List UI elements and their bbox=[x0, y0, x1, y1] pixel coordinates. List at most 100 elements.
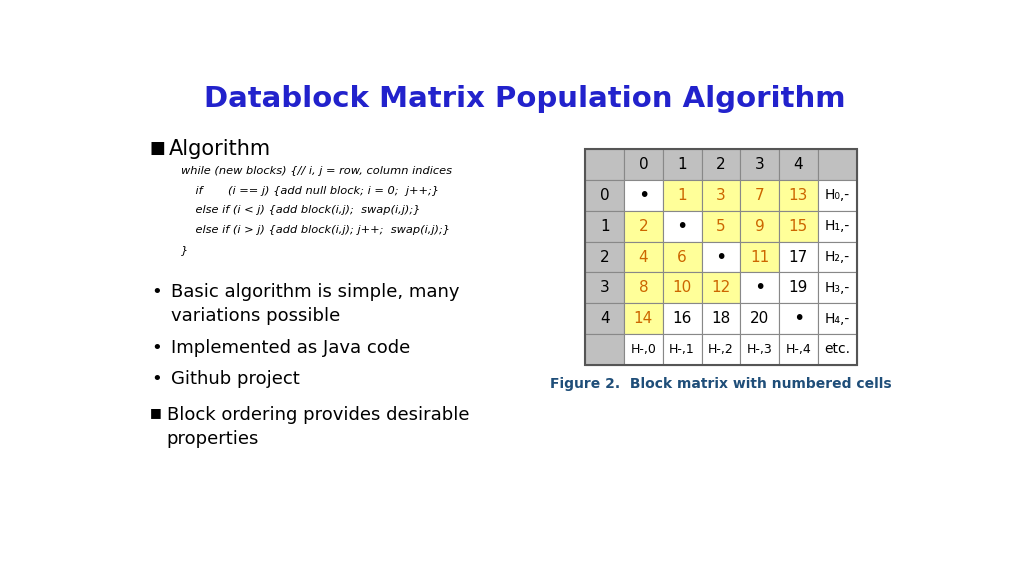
Text: •: • bbox=[754, 278, 765, 297]
Text: 3: 3 bbox=[716, 188, 726, 203]
Bar bbox=[586, 149, 856, 365]
Bar bbox=[701, 211, 740, 241]
Text: 0: 0 bbox=[639, 157, 648, 172]
Bar bbox=[701, 180, 740, 211]
Bar bbox=[701, 334, 740, 365]
Text: H-,3: H-,3 bbox=[746, 343, 772, 356]
Text: 9: 9 bbox=[755, 219, 765, 234]
Text: else if (i < j) {add block(i,j);  swap(i,j);}: else if (i < j) {add block(i,j); swap(i,… bbox=[180, 206, 420, 215]
Text: 12: 12 bbox=[712, 281, 730, 295]
Text: 18: 18 bbox=[712, 311, 730, 326]
Text: ■: ■ bbox=[150, 407, 162, 419]
Bar bbox=[586, 180, 624, 211]
Text: H₃,-: H₃,- bbox=[824, 281, 850, 295]
Bar bbox=[818, 241, 856, 272]
Text: Github project: Github project bbox=[171, 370, 300, 388]
Bar bbox=[586, 272, 624, 303]
Text: 1: 1 bbox=[600, 219, 609, 234]
Bar bbox=[701, 241, 740, 272]
Bar bbox=[624, 334, 663, 365]
Bar bbox=[663, 334, 701, 365]
Text: 2: 2 bbox=[600, 249, 609, 264]
Text: while (new blocks) {// i, j = row, column indices: while (new blocks) {// i, j = row, colum… bbox=[180, 166, 452, 176]
Bar bbox=[663, 211, 701, 241]
Bar bbox=[624, 303, 663, 334]
Text: 14: 14 bbox=[634, 311, 653, 326]
Text: •: • bbox=[677, 217, 688, 236]
Bar bbox=[818, 180, 856, 211]
Text: 20: 20 bbox=[750, 311, 769, 326]
Text: 3: 3 bbox=[755, 157, 765, 172]
Text: H₂,-: H₂,- bbox=[824, 250, 850, 264]
Bar bbox=[818, 334, 856, 365]
Text: 1: 1 bbox=[677, 188, 687, 203]
Text: •: • bbox=[152, 370, 162, 388]
Text: 16: 16 bbox=[673, 311, 692, 326]
Text: Basic algorithm is simple, many: Basic algorithm is simple, many bbox=[171, 283, 460, 301]
Bar bbox=[779, 149, 818, 180]
Text: 7: 7 bbox=[755, 188, 765, 203]
Text: H₄,-: H₄,- bbox=[824, 312, 850, 325]
Text: 10: 10 bbox=[673, 281, 692, 295]
Text: 1: 1 bbox=[677, 157, 687, 172]
Bar bbox=[818, 272, 856, 303]
Bar bbox=[740, 241, 779, 272]
Text: H-,4: H-,4 bbox=[785, 343, 811, 356]
Text: 8: 8 bbox=[639, 281, 648, 295]
Bar bbox=[701, 272, 740, 303]
Bar bbox=[586, 241, 624, 272]
Text: if       (i == j) {add null block; i = 0;  j++;}: if (i == j) {add null block; i = 0; j++;… bbox=[180, 186, 439, 196]
Text: 4: 4 bbox=[794, 157, 803, 172]
Text: H-,2: H-,2 bbox=[708, 343, 734, 356]
Bar bbox=[740, 334, 779, 365]
Bar bbox=[818, 211, 856, 241]
Text: properties: properties bbox=[167, 430, 259, 448]
Bar bbox=[701, 149, 740, 180]
Text: Figure 2.  Block matrix with numbered cells: Figure 2. Block matrix with numbered cel… bbox=[550, 377, 892, 391]
Text: 11: 11 bbox=[750, 249, 769, 264]
Bar bbox=[740, 211, 779, 241]
Text: •: • bbox=[638, 186, 649, 205]
Bar bbox=[624, 241, 663, 272]
Bar bbox=[740, 303, 779, 334]
Text: 2: 2 bbox=[716, 157, 726, 172]
Text: else if (i > j) {add block(i,j); j++;  swap(i,j);}: else if (i > j) {add block(i,j); j++; sw… bbox=[180, 225, 450, 235]
Bar bbox=[740, 149, 779, 180]
Text: H₁,-: H₁,- bbox=[824, 219, 850, 233]
Text: Datablock Matrix Population Algorithm: Datablock Matrix Population Algorithm bbox=[204, 85, 846, 113]
Bar bbox=[779, 241, 818, 272]
Bar bbox=[663, 303, 701, 334]
Bar bbox=[663, 241, 701, 272]
Text: etc.: etc. bbox=[824, 342, 850, 357]
Text: •: • bbox=[715, 248, 727, 267]
Text: Implemented as Java code: Implemented as Java code bbox=[171, 339, 411, 357]
Text: }: } bbox=[180, 245, 188, 255]
Bar bbox=[663, 272, 701, 303]
Bar bbox=[586, 334, 624, 365]
Text: 13: 13 bbox=[788, 188, 808, 203]
Text: 3: 3 bbox=[600, 281, 609, 295]
Text: •: • bbox=[793, 309, 804, 328]
Text: 6: 6 bbox=[677, 249, 687, 264]
Bar bbox=[740, 272, 779, 303]
Text: 5: 5 bbox=[716, 219, 726, 234]
Text: •: • bbox=[152, 339, 162, 357]
Bar bbox=[586, 149, 624, 180]
Text: 17: 17 bbox=[788, 249, 808, 264]
Bar bbox=[624, 180, 663, 211]
Bar bbox=[779, 180, 818, 211]
Bar bbox=[701, 303, 740, 334]
Bar bbox=[586, 303, 624, 334]
Text: H-,1: H-,1 bbox=[670, 343, 695, 356]
Text: 0: 0 bbox=[600, 188, 609, 203]
Text: Algorithm: Algorithm bbox=[169, 139, 271, 159]
Bar bbox=[818, 149, 856, 180]
Bar bbox=[663, 180, 701, 211]
Bar bbox=[779, 272, 818, 303]
Text: H₀,-: H₀,- bbox=[824, 188, 850, 202]
Text: H-,0: H-,0 bbox=[631, 343, 656, 356]
Bar bbox=[818, 303, 856, 334]
Bar bbox=[779, 211, 818, 241]
Text: 4: 4 bbox=[639, 249, 648, 264]
Bar bbox=[740, 180, 779, 211]
